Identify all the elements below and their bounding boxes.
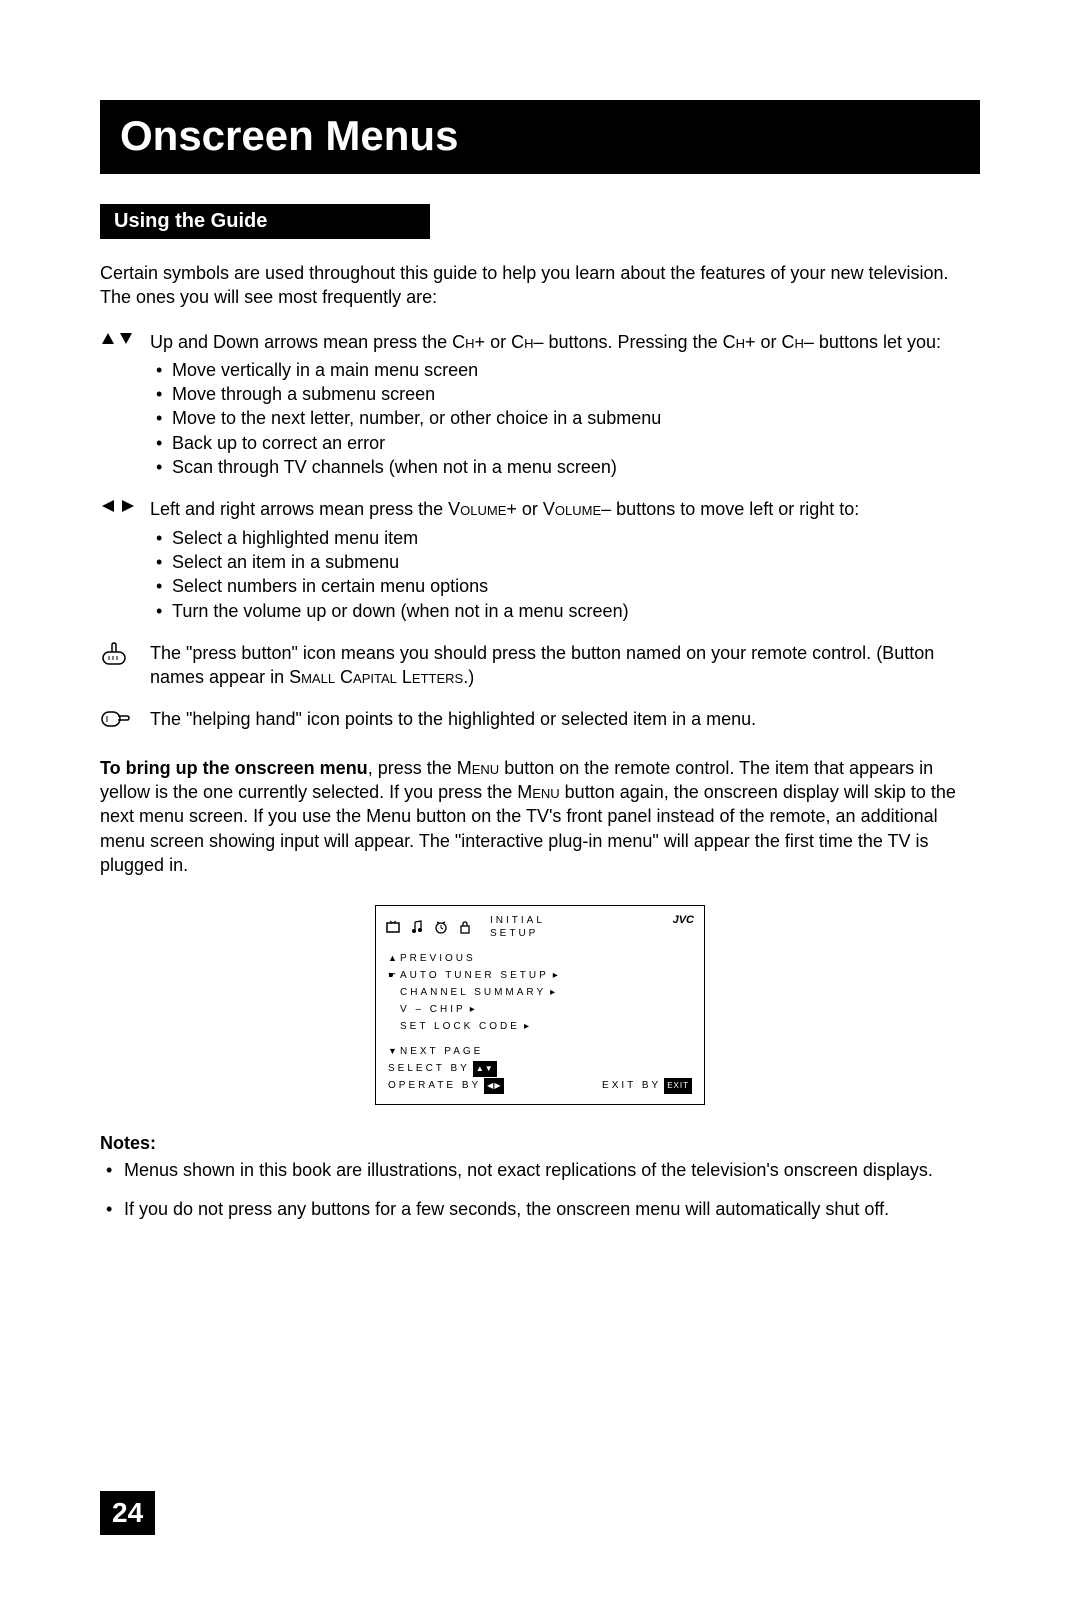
osd-exit: EXIT BY	[602, 1080, 661, 1091]
page-number: 24	[100, 1491, 155, 1535]
list-item: Select an item in a submenu	[150, 550, 980, 574]
notes-header: Notes:	[100, 1133, 980, 1154]
hand-text: The "helping hand" icon points to the hi…	[150, 707, 980, 731]
list-item: Scan through TV channels (when not in a …	[150, 455, 980, 479]
updown-text: Up and Down arrows mean press the Ch+ or…	[150, 330, 980, 480]
list-item: Move vertically in a main menu screen	[150, 358, 980, 382]
main-paragraph: To bring up the onscreen menu, press the…	[100, 756, 980, 877]
osd-select: SELECT BY	[388, 1063, 470, 1074]
osd-item: SET LOCK CODE	[400, 1018, 520, 1035]
osd-item: CHANNEL SUMMARY	[400, 984, 546, 1001]
leftright-bullets: Select a highlighted menu item Select an…	[150, 526, 980, 623]
symbol-row-press: The "press button" icon means you should…	[100, 641, 980, 690]
lock-icon	[458, 920, 472, 934]
symbol-row-leftright: Left and right arrows mean press the Vol…	[100, 497, 980, 622]
page-title: Onscreen Menus	[120, 112, 458, 159]
osd-logo: JVC	[673, 914, 694, 926]
osd-title-line2: SETUP	[490, 927, 545, 940]
clock-icon	[434, 920, 448, 934]
list-item: Back up to correct an error	[150, 431, 980, 455]
notes-list: Menus shown in this book are illustratio…	[100, 1158, 980, 1221]
osd-next: NEXT PAGE	[400, 1043, 483, 1060]
section-header: Using the Guide	[100, 204, 430, 239]
list-item: If you do not press any buttons for a fe…	[100, 1197, 980, 1221]
list-item: Menus shown in this book are illustratio…	[100, 1158, 980, 1182]
updown-bullets: Move vertically in a main menu screen Mo…	[150, 358, 980, 479]
osd-illustration: INITIAL SETUP JVC ▲PREVIOUS ☛AUTO TUNER …	[375, 905, 705, 1105]
leftright-text: Left and right arrows mean press the Vol…	[150, 497, 980, 622]
list-item: Select a highlighted menu item	[150, 526, 980, 550]
section-title: Using the Guide	[114, 210, 267, 232]
leftright-arrows-icon	[100, 497, 150, 622]
updown-arrows-icon	[100, 330, 150, 480]
osd-previous: PREVIOUS	[400, 950, 476, 967]
press-button-icon	[100, 641, 150, 690]
press-text: The "press button" icon means you should…	[150, 641, 980, 690]
list-item: Move to the next letter, number, or othe…	[150, 406, 980, 430]
helping-hand-icon	[100, 707, 150, 731]
osd-item: AUTO TUNER SETUP	[400, 967, 549, 984]
page-title-bar: Onscreen Menus	[100, 100, 980, 174]
list-item: Turn the volume up or down (when not in …	[150, 599, 980, 623]
symbol-row-updown: Up and Down arrows mean press the Ch+ or…	[100, 330, 980, 480]
osd-operate: OPERATE BY	[388, 1080, 481, 1091]
list-item: Select numbers in certain menu options	[150, 574, 980, 598]
music-icon	[410, 920, 424, 934]
osd-item: V – CHIP	[400, 1001, 466, 1018]
osd-title-line1: INITIAL	[490, 914, 545, 927]
list-item: Move through a submenu screen	[150, 382, 980, 406]
osd-tab-icons: INITIAL SETUP	[386, 914, 545, 940]
symbol-row-hand: The "helping hand" icon points to the hi…	[100, 707, 980, 731]
tv-icon	[386, 920, 400, 934]
intro-paragraph: Certain symbols are used throughout this…	[100, 261, 980, 310]
